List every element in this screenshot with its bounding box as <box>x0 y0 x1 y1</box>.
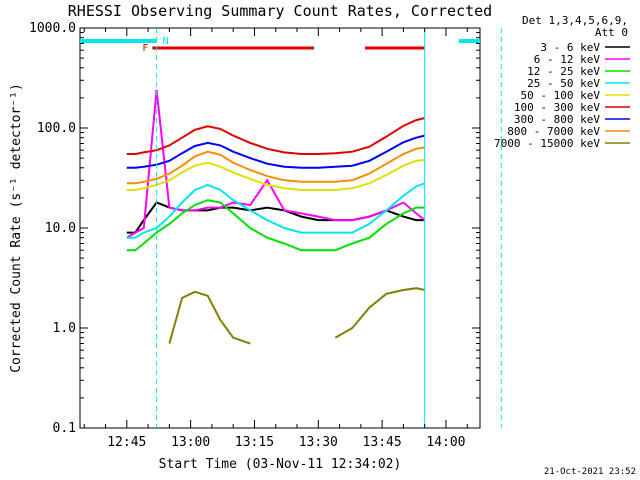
series-lines <box>126 89 426 345</box>
x-tick-label: 14:00 <box>426 435 465 450</box>
x-axis-label: Start Time (03-Nov-11 12:34:02) <box>159 457 402 472</box>
legend-entry-label: 25 - 50 keV <box>527 77 600 90</box>
y-tick-label: 10.0 <box>45 221 76 236</box>
y-tick-label: 1.0 <box>53 321 76 336</box>
x-tick-label: 13:00 <box>171 435 210 450</box>
legend-entry-label: 12 - 25 keV <box>527 65 600 78</box>
legend-header-line-1: Det 1,3,4,5,6,9, <box>522 14 628 27</box>
legend-entry-label: 800 - 7000 keV <box>507 125 600 138</box>
x-tick-label: 12:45 <box>107 435 146 450</box>
boundary-lines <box>156 28 502 428</box>
x-tick-label: 13:45 <box>363 435 402 450</box>
legend-entry-label: 300 - 800 keV <box>514 113 600 126</box>
x-tick-label: 13:15 <box>235 435 274 450</box>
legend-entry-label: 3 - 6 keV <box>540 41 600 54</box>
series-line <box>126 134 425 169</box>
legend-entry-label: 7000 - 15000 keV <box>494 137 600 150</box>
legend-entry-label: 100 - 300 keV <box>514 101 600 114</box>
flare-flag-label: F <box>142 43 148 54</box>
series-line <box>126 182 426 239</box>
y-axis-label: Corrected Count Rate (s⁻¹ detector⁻¹) <box>9 83 24 373</box>
legend-entry-label: 6 - 12 keV <box>534 53 601 66</box>
flag-bars: NF <box>80 36 480 54</box>
y-tick-label: 100.0 <box>37 121 76 136</box>
y-tick-label: 1000.0 <box>29 21 76 36</box>
series-line <box>126 158 425 191</box>
night-flag-label: N <box>163 36 169 47</box>
series-line <box>126 199 425 252</box>
y-axis: 0.1 1.0 10.0 100.0 1000.0 <box>29 21 480 436</box>
y-tick-label: 0.1 <box>53 421 76 436</box>
series-line <box>334 287 425 339</box>
x-axis: 12:45 13:00 13:15 13:30 13:45 14:00 <box>83 28 468 450</box>
x-tick-label: 13:30 <box>299 435 338 450</box>
render-timestamp: 21-Oct-2021 23:52 <box>544 467 636 477</box>
legend-entry-label: 50 - 100 keV <box>521 89 601 102</box>
plot-frame <box>79 27 481 429</box>
legend-header-line-2: Att 0 <box>595 26 628 39</box>
series-line <box>126 146 425 185</box>
series-line <box>168 290 251 345</box>
series-line <box>126 117 425 155</box>
chart-title: RHESSI Observing Summary Count Rates, Co… <box>68 2 492 20</box>
